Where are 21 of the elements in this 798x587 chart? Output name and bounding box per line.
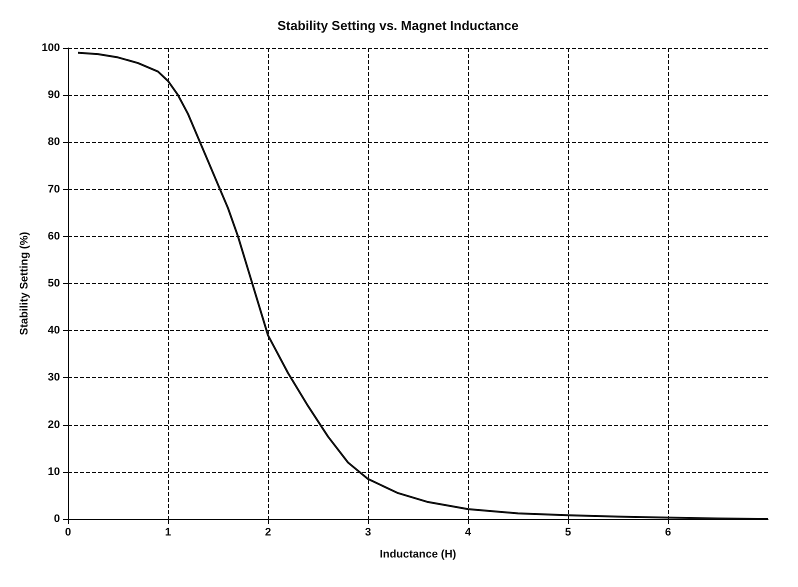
y-axis-title: Stability Setting (%) [18,232,30,336]
y-tick-label: 40 [48,324,60,337]
y-tick-label: 20 [48,418,60,431]
x-tick-label: 5 [564,526,572,538]
x-tick-label: 1 [164,526,172,538]
y-tick-label: 30 [48,372,60,384]
x-axis-title: Inductance (H) [380,548,457,560]
y-tick-label: 100 [42,42,60,54]
x-tick-label: 4 [464,526,472,538]
x-tick-label: 2 [264,526,272,538]
x-tick-label: 3 [364,526,372,538]
y-tick-label: 70 [48,183,60,196]
y-tick-label: 80 [48,136,60,148]
y-tick-label: 0 [54,513,60,525]
x-tick-label: 0 [64,526,72,538]
y-tick-label: 10 [48,466,60,478]
chart-title: Stability Setting vs. Magnet Inductance [277,18,519,33]
y-tick-label: 50 [48,278,60,290]
x-tick-label: 6 [664,526,672,538]
y-tick-label: 90 [48,89,60,102]
y-tick-label: 60 [48,230,60,242]
